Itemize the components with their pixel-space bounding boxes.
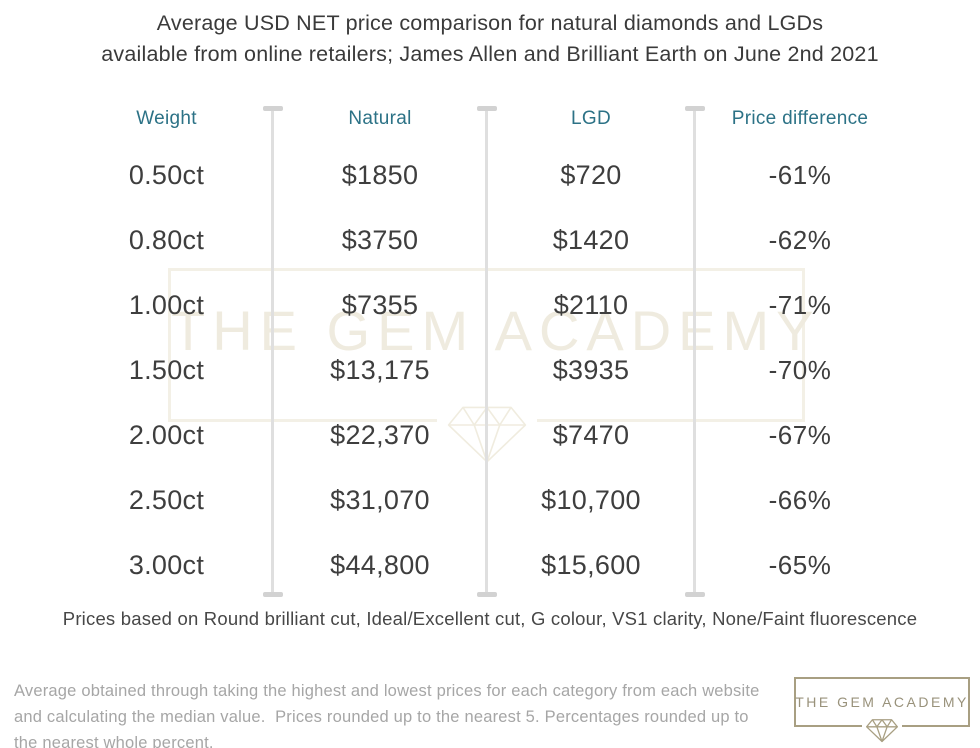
methodology-line3: the nearest whole percent. — [14, 734, 214, 748]
page-title-line1: Average USD NET price comparison for nat… — [156, 11, 824, 35]
natural-price-cell: $31,070 — [330, 485, 430, 515]
watermark-text: THE GEM ACADEMY — [171, 299, 821, 362]
column-header-price-difference: Price difference — [731, 108, 869, 129]
lgd-price-cell: $720 — [560, 160, 622, 190]
watermark-frame-bottom-left — [171, 419, 437, 422]
lgd-price-cell: $10,700 — [541, 485, 641, 515]
methodology-line2: and calculating the median value. Prices… — [14, 708, 749, 726]
natural-price-cell: $22,370 — [330, 420, 430, 450]
natural-price-cell: $13,175 — [330, 355, 430, 385]
diamond-logo-icon — [866, 719, 898, 743]
price-difference-cell: -65% — [768, 550, 832, 580]
lgd-price-cell: $2110 — [553, 290, 629, 320]
logo-border-gap — [862, 722, 902, 729]
weight-cell: 2.00ct — [128, 420, 205, 450]
page-title: Average USD NET price comparison for nat… — [0, 8, 980, 70]
watermark-frame: THE GEM ACADEMY — [168, 268, 821, 463]
natural-price-cell: $1850 — [341, 160, 419, 190]
lgd-price-cell: $1420 — [552, 225, 630, 255]
weight-cell: 0.80ct — [128, 225, 205, 255]
column-divider-3 — [684, 106, 705, 597]
column-divider-2 — [476, 106, 497, 597]
price-difference-cell: -70% — [768, 355, 832, 385]
column-header-natural: Natural — [348, 108, 412, 129]
column-header-weight: Weight — [136, 108, 197, 129]
price-difference-cell: -71% — [768, 290, 832, 320]
weight-cell: 0.50ct — [128, 160, 205, 190]
weight-cell: 2.50ct — [128, 485, 205, 515]
lgd-price-cell: $3935 — [552, 355, 630, 385]
natural-price-cell: $44,800 — [330, 550, 430, 580]
methodology-note: Average obtained through taking the high… — [14, 678, 760, 748]
column-divider-1 — [262, 106, 283, 597]
price-difference-cell: -61% — [768, 160, 832, 190]
gem-academy-logo-text: THE GEM ACADEMY — [795, 694, 969, 710]
price-difference-cell: -62% — [768, 225, 832, 255]
weight-cell: 1.50ct — [128, 355, 205, 385]
weight-cell: 3.00ct — [128, 550, 205, 580]
criteria-note: Prices based on Round brilliant cut, Ide… — [62, 608, 918, 629]
natural-price-cell: $7355 — [341, 290, 419, 320]
watermark-frame-bottom-right — [536, 419, 802, 422]
page-title-line2: available from online retailers; James A… — [101, 42, 879, 66]
methodology-line1: Average obtained through taking the high… — [14, 682, 760, 700]
weight-cell: 1.00ct — [128, 290, 205, 320]
price-difference-cell: -67% — [768, 420, 832, 450]
price-comparison-table: Weight Natural LGD Price difference 0.50… — [60, 95, 905, 598]
price-difference-cell: -66% — [768, 485, 832, 515]
gem-academy-logo: THE GEM ACADEMY — [794, 677, 970, 743]
natural-price-cell: $3750 — [341, 225, 419, 255]
column-header-lgd: LGD — [571, 108, 611, 129]
lgd-price-cell: $15,600 — [541, 550, 641, 580]
lgd-price-cell: $7470 — [552, 420, 630, 450]
